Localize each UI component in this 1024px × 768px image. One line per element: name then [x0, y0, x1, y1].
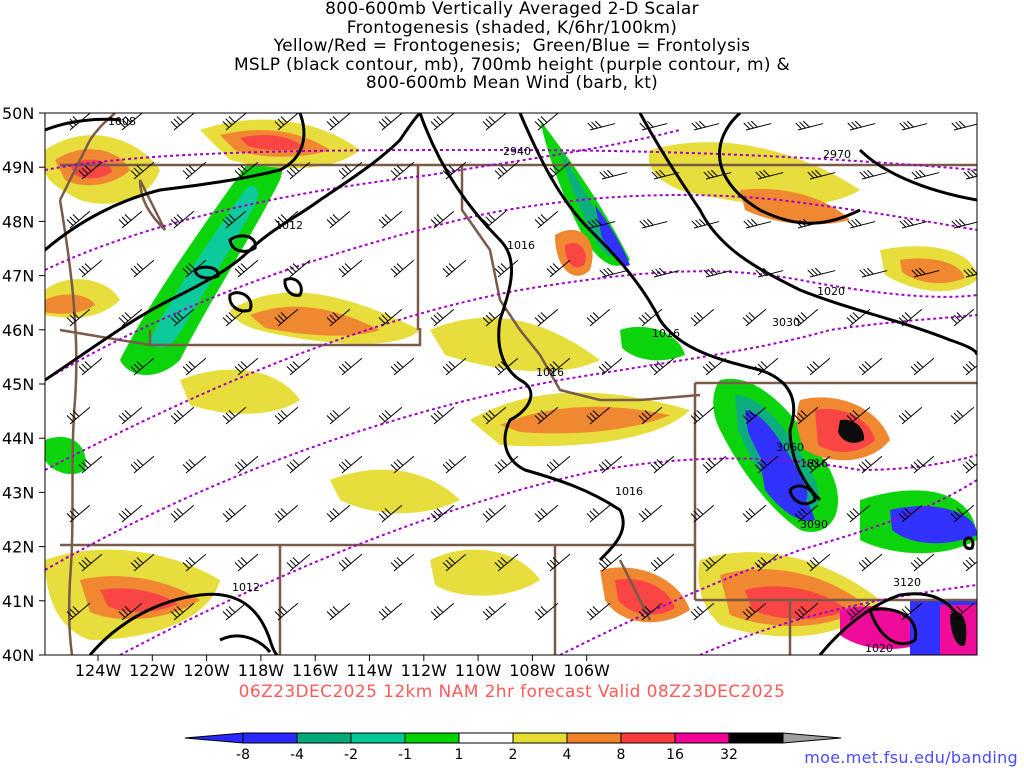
colorbar-segment [567, 733, 621, 743]
longitude-label: 110W [455, 661, 502, 680]
colorbar-left-arrow [185, 733, 243, 743]
mslp-label: 1020 [865, 642, 893, 655]
latitude-label: 47N [2, 267, 34, 286]
colorbar-segment [243, 733, 297, 743]
mslp-label: 1016 [615, 485, 643, 498]
height-label: 3090 [800, 518, 828, 531]
longitude-label: 114W [346, 661, 393, 680]
mslp-label: 1016 [652, 327, 680, 340]
mslp-label: 1008 [108, 115, 136, 128]
latitude-label: 44N [2, 429, 34, 448]
mslp-label: 1016 [536, 366, 564, 379]
latitude-label: 48N [2, 212, 34, 231]
latitude-label: 50N [2, 104, 34, 123]
mslp-label: 1016 [800, 457, 828, 470]
longitude-label: 120W [183, 661, 230, 680]
colorbar: -8 -4 -2 -1 1 2 4 8 16 32 [185, 733, 841, 763]
latitude-label: 45N [2, 375, 34, 394]
longitude-label: 108W [509, 661, 556, 680]
colorbar-segment [675, 733, 729, 743]
colorbar-segment [351, 733, 405, 743]
colorbar-tick-label: 32 [720, 747, 738, 763]
latitude-label: 42N [2, 538, 34, 557]
colorbar-segment [405, 733, 459, 743]
height-label: 3060 [776, 441, 804, 454]
colorbar-segment [297, 733, 351, 743]
latitude-label: 43N [2, 483, 34, 502]
latitude-axis: 50N 49N 48N 47N 46N 45N 44N 43N 42N 41N 40N [2, 104, 45, 665]
longitude-label: 116W [292, 661, 339, 680]
longitude-label: 118W [238, 661, 285, 680]
mslp-label: 1020 [817, 285, 845, 298]
colorbar-tick-label: 2 [509, 747, 518, 763]
colorbar-segment [729, 733, 783, 743]
colorbar-tick-label: -1 [398, 747, 412, 763]
longitude-label: 112W [401, 661, 448, 680]
colorbar-tick-label: 8 [617, 747, 626, 763]
height-label: 2940 [503, 145, 531, 158]
mslp-label: 1012 [275, 219, 303, 232]
latitude-label: 46N [2, 321, 34, 340]
colorbar-tick-label: -2 [344, 747, 358, 763]
latitude-label: 41N [2, 592, 34, 611]
mslp-label: 1012 [232, 581, 260, 594]
latitude-label: 40N [2, 646, 34, 665]
height-label: 2970 [823, 148, 851, 161]
longitude-label: 106W [564, 661, 611, 680]
colorbar-segment [621, 733, 675, 743]
colorbar-tick-label: 4 [563, 747, 572, 763]
height-label: 3120 [893, 576, 921, 589]
colorbar-tick-label: -8 [236, 747, 250, 763]
mslp-label: 1016 [507, 239, 535, 252]
site-credit: moe.met.fsu.edu/banding [804, 748, 1018, 767]
longitude-label: 124W [75, 661, 122, 680]
colorbar-right-arrow [783, 733, 841, 743]
longitude-axis: 124W 122W 120W 118W 116W 114W 112W 110W 108W 106W [75, 655, 610, 680]
height-label: 3030 [772, 316, 800, 329]
longitude-label: 122W [129, 661, 176, 680]
forecast-subtitle: 06Z23DEC2025 12km NAM 2hr forecast Valid… [0, 682, 1024, 702]
colorbar-tick-label: -4 [290, 747, 304, 763]
colorbar-segment [459, 733, 513, 743]
latitude-label: 49N [2, 158, 34, 177]
colorbar-tick-label: 1 [455, 747, 464, 763]
colorbar-tick-label: 16 [666, 747, 684, 763]
colorbar-segment [513, 733, 567, 743]
